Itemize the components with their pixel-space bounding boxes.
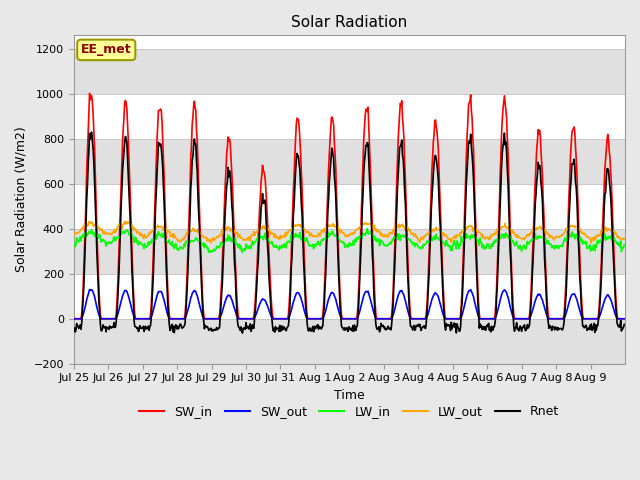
Rnet	[285, 316, 293, 322]
LW_in	[285, 239, 292, 244]
Title: Solar Radiation: Solar Radiation	[291, 15, 408, 30]
Rnet	[135, 327, 143, 333]
Rnet	[239, 330, 246, 336]
LW_in	[70, 242, 77, 248]
SW_out	[285, 315, 292, 321]
LW_out	[264, 225, 271, 231]
Line: LW_out: LW_out	[74, 221, 624, 243]
SW_in	[70, 316, 77, 322]
Bar	[74, 229, 625, 274]
Bar	[74, 319, 625, 364]
SW_out	[135, 316, 143, 322]
SW_in	[406, 312, 414, 317]
LW_out	[236, 235, 244, 240]
SW_out	[620, 316, 628, 322]
Line: Rnet: Rnet	[74, 132, 624, 333]
SW_in	[437, 230, 445, 236]
SW_in	[236, 316, 244, 322]
Rnet	[264, 254, 272, 260]
LW_out	[70, 230, 77, 236]
Rnet	[70, 327, 77, 333]
Rnet	[620, 322, 628, 327]
Bar	[74, 139, 625, 184]
SW_out	[86, 287, 93, 292]
SW_in	[285, 312, 292, 318]
Text: EE_met: EE_met	[81, 43, 132, 56]
SW_out	[437, 305, 445, 311]
Rnet	[438, 267, 446, 273]
LW_in	[407, 240, 415, 245]
Rnet	[407, 324, 415, 330]
LW_out	[406, 228, 414, 233]
Line: LW_in: LW_in	[74, 228, 624, 252]
LW_in	[264, 237, 271, 243]
Rnet	[88, 129, 95, 135]
LW_out	[588, 240, 595, 246]
Legend: SW_in, SW_out, LW_in, LW_out, Rnet: SW_in, SW_out, LW_in, LW_out, Rnet	[134, 400, 564, 423]
LW_out	[86, 218, 93, 224]
LW_in	[438, 239, 446, 244]
LW_out	[437, 228, 445, 234]
LW_in	[364, 226, 371, 231]
Line: SW_out: SW_out	[74, 289, 624, 319]
X-axis label: Time: Time	[334, 389, 365, 402]
LW_out	[135, 229, 143, 235]
LW_out	[620, 236, 628, 242]
SW_in	[264, 218, 271, 224]
LW_in	[134, 242, 142, 248]
LW_in	[620, 242, 628, 248]
Bar	[74, 49, 625, 94]
Y-axis label: Solar Radiation (W/m2): Solar Radiation (W/m2)	[15, 127, 28, 273]
SW_out	[406, 315, 414, 321]
LW_in	[239, 250, 246, 255]
SW_in	[620, 316, 628, 322]
SW_in	[86, 91, 93, 96]
SW_in	[135, 316, 143, 322]
LW_out	[285, 228, 292, 234]
Rnet	[236, 327, 244, 333]
SW_out	[236, 316, 244, 322]
LW_in	[236, 241, 243, 247]
Line: SW_in: SW_in	[74, 94, 624, 319]
SW_out	[264, 303, 271, 309]
SW_out	[70, 316, 77, 322]
